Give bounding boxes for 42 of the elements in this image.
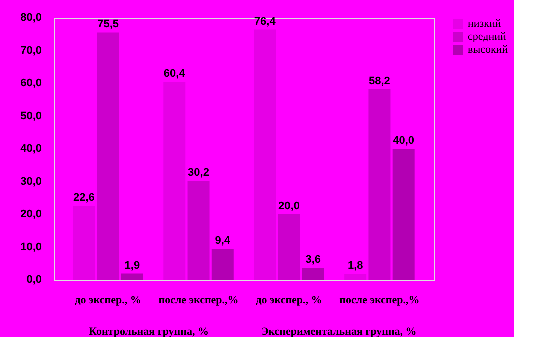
y-tick-label: 80,0	[20, 12, 42, 24]
legend-label: высокий	[468, 44, 508, 56]
bar	[392, 149, 415, 280]
x-tick-label: после экспер.,%	[340, 294, 420, 306]
data-label: 60,4	[164, 68, 186, 80]
legend-label: средний	[468, 31, 506, 43]
bar	[121, 274, 144, 280]
data-label: 75,5	[98, 18, 119, 31]
x-tick-label: после экспер.,%	[158, 294, 239, 306]
data-label: 30,2	[188, 167, 210, 180]
legend-label: низкий	[468, 18, 502, 30]
y-tick-label: 20,0	[20, 208, 42, 220]
bar	[73, 206, 96, 280]
data-label: 22,6	[73, 192, 95, 204]
bar	[188, 181, 210, 280]
data-label: 58,2	[369, 75, 390, 88]
data-label: 3,6	[306, 254, 322, 266]
data-label: 9,4	[215, 235, 232, 248]
bar	[254, 30, 276, 280]
data-label: 1,9	[124, 260, 140, 272]
y-tick-label: 50,0	[20, 110, 42, 122]
y-tick-label: 60,0	[20, 78, 42, 90]
x-tick-label: до экспер., %	[256, 294, 322, 306]
bar	[302, 268, 324, 280]
y-tick-label: 0,0	[26, 274, 42, 286]
text: Экспериментальная группа, %	[261, 326, 417, 338]
data-label: 1,8	[348, 260, 364, 272]
bar	[212, 249, 234, 280]
y-tick-label: 40,0	[20, 143, 42, 155]
bar	[344, 274, 367, 280]
bar	[278, 214, 300, 280]
y-tick-label: 30,0	[20, 176, 42, 188]
bar	[368, 89, 391, 280]
data-label: 40,0	[393, 135, 415, 147]
data-label: 20,0	[278, 200, 300, 212]
y-tick-label: 70,0	[20, 44, 42, 57]
bar	[97, 32, 120, 280]
y-tick-label: 10,0	[20, 241, 42, 254]
bar	[164, 82, 186, 280]
data-label: 76,4	[254, 16, 277, 28]
text: Контрольная группа, %	[89, 326, 209, 338]
x-tick-label: до экспер., %	[75, 294, 142, 306]
